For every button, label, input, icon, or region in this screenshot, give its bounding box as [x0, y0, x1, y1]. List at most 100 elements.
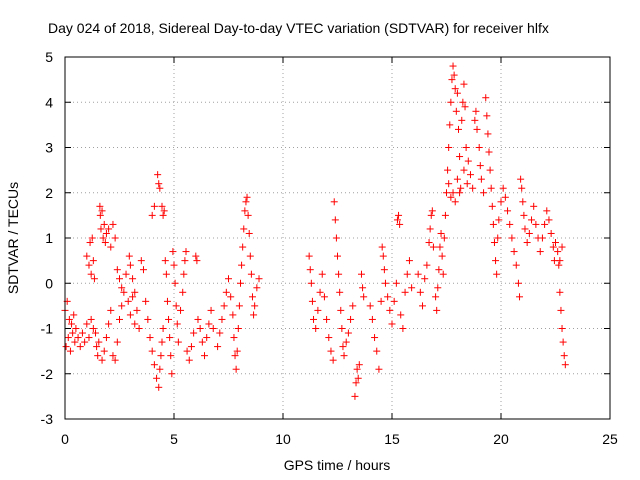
- data-point: [205, 320, 213, 328]
- data-point: [338, 325, 346, 332]
- data-point: [426, 225, 434, 233]
- data-point: [244, 211, 252, 219]
- data-point: [198, 338, 206, 346]
- data-point: [96, 211, 104, 219]
- data-point: [109, 220, 117, 228]
- data-point: [329, 356, 337, 364]
- data-point: [85, 334, 93, 342]
- data-point: [359, 284, 367, 292]
- data-point: [423, 261, 431, 269]
- data-point: [552, 239, 559, 247]
- x-tick-label: 10: [275, 431, 291, 447]
- data-point: [89, 325, 97, 332]
- data-point: [488, 202, 496, 210]
- data-point: [471, 116, 479, 124]
- data-point: [448, 76, 456, 84]
- data-point: [330, 198, 338, 206]
- data-point: [492, 257, 500, 265]
- data-point: [111, 234, 119, 242]
- data-point: [419, 302, 427, 310]
- data-point: [476, 162, 484, 170]
- data-point: [306, 266, 314, 274]
- data-point: [506, 220, 514, 228]
- data-point: [371, 334, 379, 342]
- data-point: [68, 320, 76, 328]
- data-point: [87, 270, 95, 278]
- data-point: [388, 320, 396, 328]
- data-point: [125, 252, 133, 260]
- data-point: [516, 293, 524, 301]
- data-point: [378, 243, 386, 251]
- data-point: [314, 306, 322, 314]
- data-points: [61, 62, 569, 400]
- data-point: [234, 325, 242, 332]
- data-point: [97, 225, 105, 233]
- data-point: [427, 211, 435, 219]
- data-point: [541, 220, 549, 228]
- data-point: [65, 315, 73, 323]
- data-point: [377, 297, 385, 305]
- data-point: [556, 288, 564, 296]
- data-point: [246, 252, 254, 260]
- data-point: [425, 239, 433, 247]
- data-point: [439, 270, 447, 278]
- data-point: [436, 243, 444, 251]
- y-tick-label: 3: [45, 140, 53, 156]
- data-point: [480, 189, 488, 197]
- data-point: [318, 270, 326, 278]
- data-point: [90, 275, 98, 283]
- data-point: [351, 392, 359, 400]
- data-point: [248, 293, 256, 301]
- data-point: [421, 275, 429, 283]
- data-point: [336, 288, 344, 296]
- data-point: [532, 220, 540, 228]
- data-point: [126, 261, 134, 269]
- data-point: [337, 306, 345, 314]
- data-point: [142, 297, 150, 305]
- data-point: [222, 288, 230, 296]
- data-point: [207, 306, 215, 314]
- data-point: [78, 329, 86, 337]
- data-point: [501, 193, 509, 201]
- data-point: [316, 288, 324, 296]
- data-point: [133, 306, 141, 314]
- data-point: [163, 297, 171, 305]
- data-point: [166, 334, 174, 342]
- data-point: [486, 166, 494, 174]
- data-point: [352, 379, 360, 387]
- data-point: [162, 270, 170, 278]
- data-point: [161, 257, 169, 265]
- data-point: [408, 284, 416, 292]
- data-point: [100, 220, 108, 228]
- data-point: [487, 184, 495, 192]
- data-point: [243, 193, 251, 201]
- data-point: [139, 266, 147, 274]
- data-point: [472, 107, 480, 115]
- data-point: [444, 166, 452, 174]
- data-point: [255, 275, 263, 283]
- data-point: [339, 343, 347, 351]
- data-point: [399, 325, 407, 332]
- data-point: [185, 356, 193, 364]
- data-point: [440, 234, 448, 242]
- data-point: [435, 266, 443, 274]
- data-point: [392, 279, 400, 287]
- data-point: [485, 148, 493, 156]
- data-point: [177, 306, 185, 314]
- data-point: [559, 338, 567, 346]
- data-point: [555, 261, 563, 269]
- data-point: [340, 352, 348, 360]
- data-point: [131, 320, 139, 328]
- data-point: [373, 347, 381, 355]
- data-point: [156, 184, 164, 192]
- data-point: [456, 153, 464, 161]
- data-point: [452, 107, 460, 115]
- data-point: [62, 343, 70, 351]
- data-point: [168, 370, 176, 378]
- x-tick-label: 5: [170, 431, 178, 447]
- x-tick-label: 20: [493, 431, 509, 447]
- data-point: [557, 306, 565, 314]
- data-point: [414, 270, 422, 278]
- data-point: [98, 207, 106, 215]
